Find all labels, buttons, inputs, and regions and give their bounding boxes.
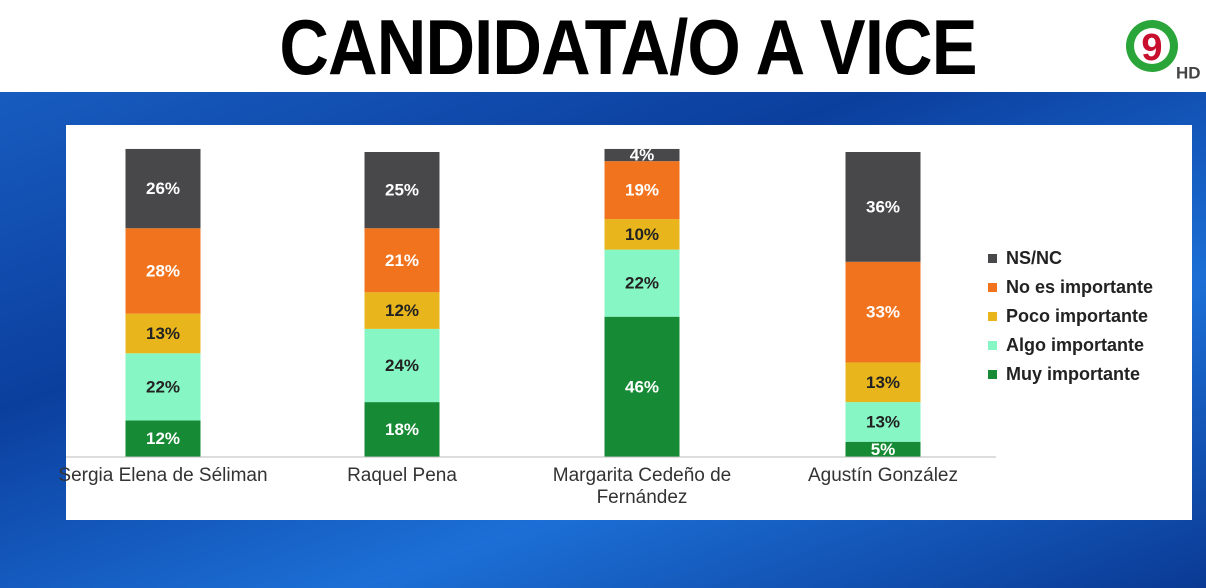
bar-segment — [604, 249, 680, 317]
bar-segment — [845, 152, 921, 262]
x-tick-label: Agustín González — [808, 465, 958, 486]
legend-marker — [988, 254, 997, 263]
chart-title: CANDIDATA/O A VICE — [279, 3, 977, 91]
value-label: 13% — [866, 373, 900, 392]
value-label: 18% — [385, 420, 419, 439]
legend-label: No es importante — [1006, 277, 1153, 297]
legend-marker — [988, 341, 997, 350]
bar-segment — [604, 316, 680, 457]
legend-marker — [988, 312, 997, 321]
bar-segment — [125, 420, 201, 457]
bar-segment — [604, 219, 680, 250]
bar-segment — [125, 353, 201, 421]
chart: 12% 22% 13% 28% 26% 18% 24% 12% 21% 25% 46% 22% 10% 1… — [66, 146, 1153, 459]
bar-segment — [604, 148, 680, 162]
chart-panel: 12% 22% 13% 28% 26% 18% 24% 12% 21% 25% 46% 22% 10% 1… — [58, 125, 1192, 520]
bar-segment — [845, 402, 921, 442]
value-label: 19% — [625, 181, 659, 200]
bar-segment — [364, 228, 440, 293]
logo-suffix: HD — [1176, 63, 1201, 82]
channel-logo: 9 HD — [1126, 20, 1201, 82]
logo-hole — [1134, 28, 1170, 64]
legend-label: Muy importante — [1006, 364, 1140, 384]
value-label: 22% — [146, 377, 180, 396]
value-label: 12% — [146, 429, 180, 448]
value-label: 26% — [146, 179, 180, 198]
bar-segment — [364, 292, 440, 329]
value-label: 28% — [146, 261, 180, 280]
legend-label: Algo importante — [1006, 335, 1144, 355]
value-label: 33% — [866, 303, 900, 322]
x-tick-label: Margarita Cedeño de Fernández — [552, 465, 732, 508]
bar-segment — [845, 362, 921, 403]
value-label: 13% — [146, 324, 180, 343]
value-label: 13% — [866, 412, 900, 431]
bar-segment — [604, 161, 680, 220]
bar-segment — [125, 228, 201, 314]
bar-segment — [364, 152, 440, 229]
bar-segment — [364, 402, 440, 457]
value-label: 36% — [866, 197, 900, 216]
value-label: 24% — [385, 356, 419, 375]
header-band: CANDIDATA/O A VICE 9 HD — [0, 0, 1206, 92]
value-label: 22% — [625, 274, 659, 293]
bar-segment — [364, 328, 440, 403]
legend-marker — [988, 283, 997, 292]
bar-segment — [125, 148, 201, 229]
legend-label: NS/NC — [1006, 248, 1062, 268]
logo-number: 9 — [1141, 27, 1162, 69]
value-label: 5% — [871, 440, 896, 459]
bar-segment — [845, 441, 921, 457]
value-label: 4% — [630, 146, 655, 165]
value-label: 12% — [385, 301, 419, 320]
legend-label: Poco importante — [1006, 306, 1148, 326]
value-label: 46% — [625, 377, 659, 396]
x-tick-label: Sergia Elena de Séliman — [58, 465, 268, 486]
x-tick-label: Raquel Pena — [347, 465, 457, 486]
legend-marker — [988, 370, 997, 379]
value-label: 25% — [385, 181, 419, 200]
value-label: 10% — [625, 225, 659, 244]
bar-segment — [845, 261, 921, 363]
bar-segment — [125, 313, 201, 354]
value-label: 21% — [385, 251, 419, 270]
